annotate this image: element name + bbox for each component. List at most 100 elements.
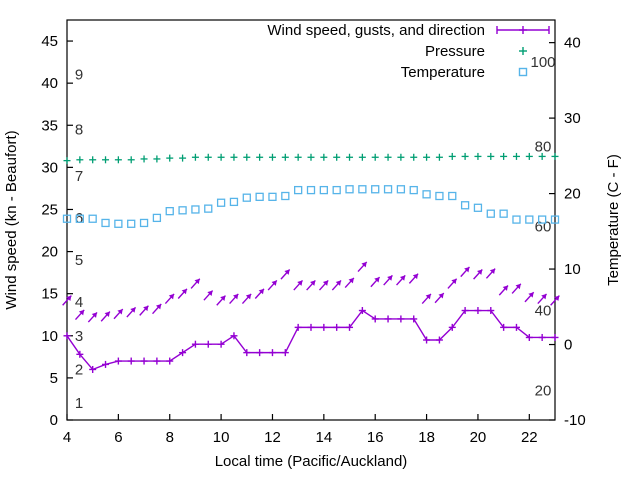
temperature-marker: [371, 185, 380, 194]
pressure-marker: [410, 153, 418, 161]
gust-head: [91, 312, 98, 318]
wind-speed-marker: [333, 323, 341, 331]
gust-arrow: [383, 274, 393, 286]
pressure-marker: [333, 153, 341, 161]
gust-head: [412, 273, 419, 280]
pressure-marker: [371, 153, 379, 161]
pressure-marker: [307, 153, 315, 161]
gust-head: [104, 311, 110, 317]
gust-head: [181, 288, 187, 295]
gust-arrow: [331, 279, 342, 291]
wind-speed-marker: [179, 349, 187, 357]
wind-speed-marker: [500, 323, 508, 331]
gust-head: [233, 293, 239, 300]
wind-speed-marker: [307, 323, 315, 331]
gust-arrow: [190, 278, 201, 289]
x-tick-label: 14: [315, 429, 332, 446]
gust-arrow: [460, 266, 470, 278]
x-tick-label: 10: [213, 429, 230, 446]
wind-speed-marker: [474, 307, 482, 315]
gust-arrow: [537, 293, 548, 305]
gust-head: [284, 269, 290, 275]
pressure-marker: [448, 152, 456, 160]
pressure-marker: [127, 156, 135, 164]
gust-arrow: [473, 269, 483, 280]
gust-arrow: [293, 279, 304, 291]
pressure-marker: [346, 153, 354, 161]
pressure-marker: [474, 152, 482, 160]
pressure-marker: [423, 153, 431, 161]
wind-speed-marker: [256, 349, 264, 357]
y2-tick-label: 40: [564, 35, 581, 52]
legend-marker: [519, 47, 527, 55]
gust-arrow: [408, 273, 419, 284]
gust-arrow: [267, 279, 278, 291]
gust-arrow: [139, 305, 149, 316]
plot-frame: [66, 19, 556, 421]
wind-speed-line: [66, 309, 555, 371]
temperature-marker: [448, 191, 457, 201]
fahrenheit-label: 40: [535, 303, 552, 320]
wind-speed-marker: [294, 323, 302, 331]
pressure-marker: [435, 153, 443, 161]
gust-arrow: [229, 293, 239, 305]
y2-tick-label: 10: [564, 261, 581, 278]
wind-speed-marker: [63, 332, 71, 340]
beaufort-label: 7: [75, 168, 83, 185]
wind-speed-marker: [358, 307, 366, 315]
gust-arrow: [87, 311, 98, 323]
pressure-marker: [243, 153, 251, 161]
pressure-marker: [179, 154, 187, 162]
pressure-marker: [281, 153, 289, 161]
temperature-marker: [345, 185, 354, 194]
y-axis-title: Wind speed (kn - Beaufort): [3, 130, 20, 309]
x-tick-label: 8: [166, 429, 174, 446]
gust-head: [399, 275, 406, 281]
gust-arrow: [344, 277, 355, 289]
pressure-marker: [551, 152, 559, 160]
legend-square: [518, 67, 528, 77]
beaufort-label: 1: [75, 395, 83, 412]
y2-tick-label: 0: [564, 337, 572, 354]
pressure-marker: [204, 153, 212, 161]
temperature-marker: [332, 185, 341, 195]
y2-tick-label: -10: [564, 412, 586, 429]
y2-axis-title: Temperature (C - F): [605, 154, 622, 286]
y-tick-label: 0: [50, 412, 58, 429]
wind-speed-marker: [384, 315, 392, 323]
gust-arrow: [318, 279, 329, 291]
y-tick-label: 45: [41, 33, 58, 50]
temperature-marker: [191, 205, 200, 214]
wind-speed-marker: [397, 315, 405, 323]
temperature-marker: [383, 185, 393, 194]
pressure-marker: [76, 156, 84, 164]
wind-speed-marker: [435, 336, 443, 344]
temperature-marker: [409, 185, 418, 195]
wind-speed-marker: [346, 323, 354, 331]
gust-head: [194, 278, 200, 285]
gust-arrow: [254, 288, 265, 299]
temperature-marker: [255, 192, 264, 201]
gust-head: [310, 280, 316, 286]
pressure-marker: [512, 152, 520, 160]
pressure-marker: [63, 157, 71, 165]
gust-head: [207, 290, 213, 296]
pressure-marker: [500, 152, 508, 160]
temperature-marker: [114, 219, 123, 228]
wind-speed-marker: [512, 323, 520, 331]
fahrenheit-label: 80: [535, 138, 552, 155]
legend-label: Pressure: [425, 43, 485, 60]
pressure-marker: [294, 153, 302, 161]
gust-head: [554, 295, 560, 301]
gust-arrow: [113, 308, 124, 320]
legend-label: Temperature: [401, 64, 485, 81]
x-axis-title: Local time (Pacific/Auckland): [215, 453, 408, 470]
temperature-marker: [178, 206, 187, 215]
temperature-marker: [538, 215, 547, 224]
temperature-marker: [473, 203, 483, 212]
wind-speed-marker: [89, 365, 97, 373]
gust-head: [361, 261, 367, 268]
pressure-marker: [166, 154, 174, 162]
pressure-marker: [358, 153, 366, 161]
